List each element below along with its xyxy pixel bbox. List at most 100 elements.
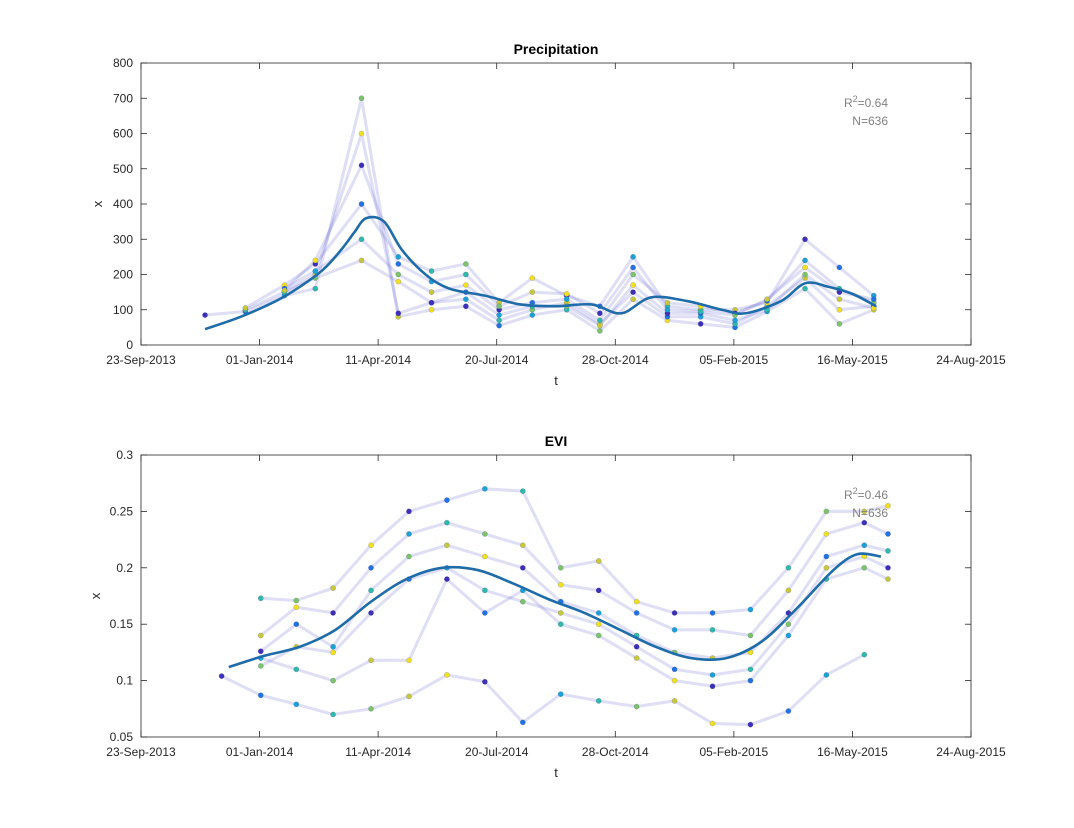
evi-trajectory	[259, 521, 889, 637]
evi-fit-line	[228, 552, 882, 669]
precipitation-x-tick-label: 20-Jul-2014	[465, 353, 529, 367]
evi-title: EVI	[545, 433, 568, 449]
evi-data-point	[671, 610, 678, 616]
precipitation-data-point	[597, 322, 603, 329]
evi-x-tick-label: 01-Jan-2014	[226, 745, 294, 759]
evi-data-point	[747, 606, 754, 613]
precipitation-data-point	[395, 278, 402, 285]
evi-data-point	[368, 610, 374, 616]
evi-data-point	[368, 564, 374, 571]
precipitation-x-tick-label: 24-Aug-2015	[936, 353, 1006, 367]
precipitation-data-point	[395, 271, 402, 278]
evi-data-point	[293, 701, 300, 708]
evi-plot-area: 23-Sep-2013 01-Jan-2014 11-Apr-2014 20-Jul-…	[106, 448, 1006, 759]
evi-data-point	[861, 564, 868, 571]
evi-data-point	[444, 576, 450, 582]
precipitation-data-point	[563, 291, 570, 297]
evi-y-tick-label: 0.1	[116, 674, 133, 688]
evi-data-point	[633, 598, 640, 605]
precipitation-data-point	[664, 306, 671, 313]
precipitation-data-point	[496, 312, 502, 318]
precipitation-data-point	[358, 236, 365, 243]
evi-data-point	[885, 564, 891, 571]
evi-data-point	[747, 632, 754, 639]
evi-data-point	[885, 576, 891, 582]
precipitation-data-point	[496, 322, 502, 329]
evi-data-point	[823, 564, 830, 571]
evi-data-point	[633, 703, 640, 710]
evi-data-point	[368, 657, 374, 664]
precipitation-x-tick-label: 11-Apr-2014	[345, 353, 411, 367]
precipitation-trajectory	[283, 237, 875, 322]
precipitation-data-point	[802, 257, 808, 264]
evi-data-point	[330, 643, 336, 650]
evi-x-tick-label: 23-Sep-2013	[106, 745, 176, 759]
precipitation-data-point	[463, 296, 469, 303]
evi-data-point	[633, 610, 640, 616]
evi-r2-annotation: R2=0.46	[844, 486, 888, 502]
evi-data-point	[482, 587, 488, 594]
evi-data-point	[406, 693, 412, 700]
evi-data-point	[747, 666, 754, 673]
evi-y-tick-label: 0.05	[110, 730, 134, 744]
evi-data-point	[709, 720, 716, 727]
precipitation-data-point	[597, 328, 603, 334]
evi-data-point	[557, 581, 564, 588]
precipitation-data-point	[242, 305, 249, 311]
evi-data-point	[671, 626, 678, 633]
precipitation-data-point	[312, 285, 319, 292]
evi-data-point	[885, 531, 891, 537]
precipitation-data-point	[463, 261, 469, 267]
precipitation-ylabel: x	[90, 200, 105, 207]
precipitation-data-point	[597, 310, 603, 317]
precipitation-data-point	[764, 296, 770, 303]
evi-data-point	[330, 610, 336, 616]
precipitation-data-point	[870, 296, 877, 303]
evi-data-point	[633, 655, 640, 661]
evi-data-point	[406, 508, 412, 515]
precipitation-data-point	[836, 321, 843, 327]
evi-data-point	[368, 542, 374, 549]
evi-trajectory	[260, 566, 889, 688]
evi-data-point	[482, 610, 488, 616]
evi-y-tick-label: 0.2	[116, 561, 133, 575]
evi-panel: 23-Sep-2013 01-Jan-2014 11-Apr-2014 20-Jul-…	[88, 433, 1006, 780]
evi-data-point	[709, 672, 716, 678]
evi-data-point	[444, 519, 450, 526]
evi-data-point	[823, 508, 830, 515]
evi-axes-box	[140, 454, 972, 738]
evi-x-tick-label: 20-Jul-2014	[465, 745, 529, 759]
precipitation-data-point	[529, 312, 536, 318]
evi-data-point	[595, 558, 602, 564]
evi-data-point	[293, 666, 300, 673]
evi-xlabel: t	[554, 765, 558, 780]
precipitation-data-point	[802, 236, 808, 243]
precipitation-data-point	[802, 271, 808, 278]
precipitation-data-point	[428, 268, 435, 274]
evi-x-tick-label: 24-Aug-2015	[936, 745, 1006, 759]
precipitation-data-point	[358, 162, 365, 169]
precipitation-data-point	[428, 299, 435, 306]
precipitation-data-point	[630, 296, 636, 303]
evi-y-tick-label: 0.15	[110, 617, 134, 631]
evi-data-point	[823, 672, 830, 678]
precipitation-fit-line	[204, 215, 877, 331]
precipitation-x-tick-label: 05-Feb-2015	[699, 353, 768, 367]
evi-data-point	[709, 610, 716, 616]
evi-y-tick-label: 0.25	[110, 504, 134, 518]
precipitation-data-point	[395, 310, 402, 317]
precipitation-data-point	[395, 254, 402, 260]
precipitation-y-tick-label: 300	[113, 232, 133, 246]
precipitation-data-point	[529, 275, 536, 281]
precipitation-y-tick-label: 600	[113, 127, 133, 141]
evi-data-point	[257, 595, 264, 602]
precipitation-data-point	[463, 271, 469, 278]
evi-trajectory	[220, 653, 865, 727]
evi-data-point	[519, 719, 526, 726]
evi-data-point	[785, 587, 792, 594]
evi-data-point	[785, 708, 792, 714]
precipitation-data-point	[802, 285, 808, 292]
precipitation-data-point	[836, 296, 843, 303]
precipitation-n-annotation: N=636	[852, 114, 888, 128]
